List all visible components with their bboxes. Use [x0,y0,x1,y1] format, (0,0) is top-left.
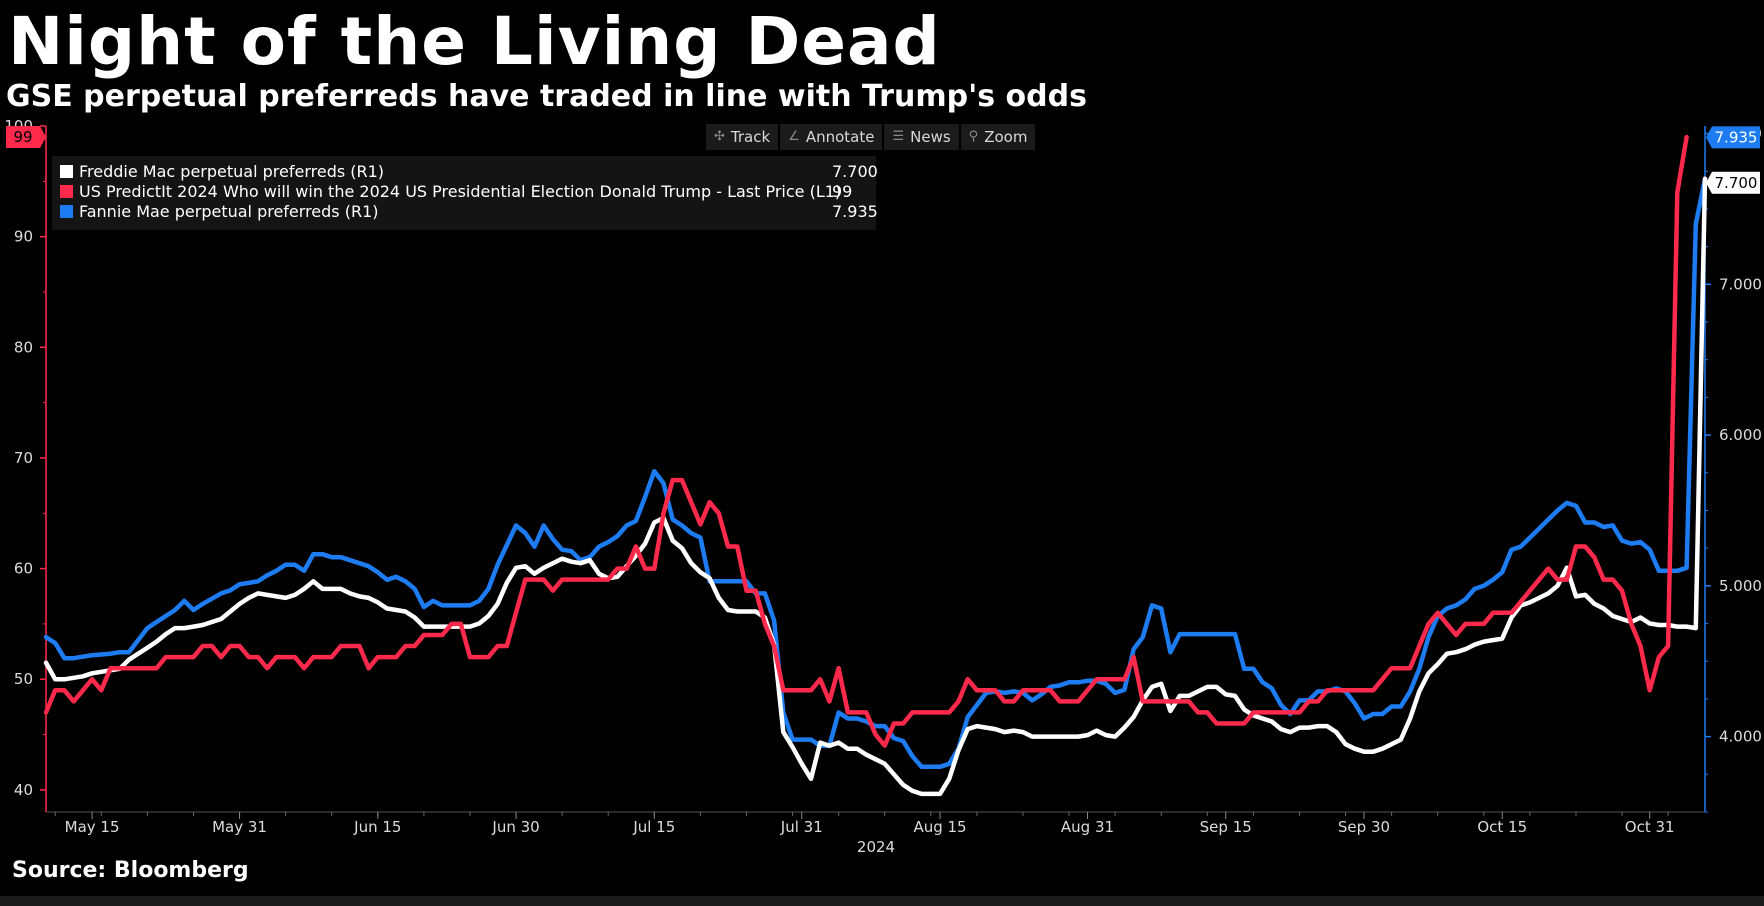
legend-entry-freddie[interactable]: Freddie Mac perpetual preferreds (R1) 7.… [60,162,878,182]
predictit-series-line[interactable] [43,134,1689,748]
crosshair-icon: ✣ [714,129,725,144]
x-axis: 2024 May 15 May 31 Jun 15 Jun 30 Jul 15 Jul 3… [46,811,1705,856]
news-icon: ☰ [892,129,905,144]
x-axis-tick-label: Sep 30 [1338,818,1390,836]
last-value-tag-predictit: 99 [6,126,46,149]
chart-toolbar: ✣ Track ∠ Annotate ☰ News ⚲ Zoom [706,124,1036,150]
legend-value-freddie: 7.700 [832,162,878,181]
right-axis-tick-label: 4.000 [1719,728,1762,746]
news-label: News [910,128,951,146]
track-label: Track [730,128,771,146]
left-axis-tick-label: 90 [14,228,33,246]
x-axis-tick-label: May 31 [212,818,267,836]
legend-entry-fannie[interactable]: Fannie Mae perpetual preferreds (R1) 7.9… [60,202,878,222]
pencil-icon: ∠ [788,129,800,144]
x-axis-tick-label: Oct 31 [1625,818,1675,836]
right-axis-tick-label: 6.000 [1719,426,1762,444]
last-value-tags: 99 7.935 7.700 [6,126,1760,194]
annotate-button[interactable]: ∠ Annotate [780,124,883,150]
right-axis-tick-label: 7.000 [1719,275,1762,293]
left-axis-tick-label: 80 [14,338,33,356]
last-value-tag-fannie: 7.935 [1706,126,1760,149]
x-axis-tick-label: Oct 15 [1477,818,1527,836]
fannie-series-line[interactable] [43,176,1708,770]
magnifier-icon: ⚲ [968,129,979,144]
chart-subtitle: GSE perpetual preferreds have traded in … [6,79,1087,114]
bottom-bar [0,896,1764,906]
chart-title: Night of the Living Dead [8,3,941,80]
legend-value-fannie: 7.935 [832,202,878,221]
x-axis-tick-label: Jul 31 [780,818,823,836]
x-axis-tick-label: Aug 15 [913,818,966,836]
legend-swatch-freddie [60,165,73,178]
x-axis-tick-label: May 15 [65,818,120,836]
last-value-tag-freddie: 7.700 [1706,171,1760,194]
source-note: Source: Bloomberg [12,858,249,883]
x-axis-tick-label: Jul 15 [632,818,675,836]
legend-entry-predictit[interactable]: US PredictIt 2024 Who will win the 2024 … [60,182,852,202]
series-layer [43,134,1708,797]
legend-label-fannie: Fannie Mae perpetual preferreds (R1) [79,202,379,221]
legend-label-freddie: Freddie Mac perpetual preferreds (R1) [79,162,385,181]
news-button[interactable]: ☰ News [884,124,959,150]
annotate-label: Annotate [805,128,875,146]
legend-swatch-predictit [60,185,73,198]
right-axis-tick-label: 5.000 [1719,577,1762,595]
chart-legend: Freddie Mac perpetual preferreds (R1) 7.… [52,156,878,230]
zoom-label: Zoom [984,128,1028,146]
left-axis-tick-label: 40 [14,781,33,799]
svg-text:99: 99 [13,128,32,146]
freddie-series-line[interactable] [43,176,1708,797]
x-axis-tick-label: Aug 31 [1061,818,1114,836]
svg-text:7.700: 7.700 [1715,174,1758,192]
legend-label-predictit: US PredictIt 2024 Who will win the 2024 … [79,182,842,201]
track-button[interactable]: ✣ Track [706,124,779,150]
left-axis-tick-label: 50 [14,670,33,688]
x-axis-title: 2024 [857,838,895,856]
x-axis-tick-label: Sep 15 [1200,818,1252,836]
zoom-button[interactable]: ⚲ Zoom [960,124,1036,150]
legend-value-predictit: 99 [832,182,853,201]
legend-swatch-fannie [60,205,73,218]
x-axis-tick-label: Jun 15 [353,818,401,836]
svg-text:7.935: 7.935 [1715,128,1758,146]
left-axis-tick-label: 70 [14,449,33,467]
left-axis-tick-label: 60 [14,560,33,578]
x-axis-tick-label: Jun 30 [491,818,539,836]
